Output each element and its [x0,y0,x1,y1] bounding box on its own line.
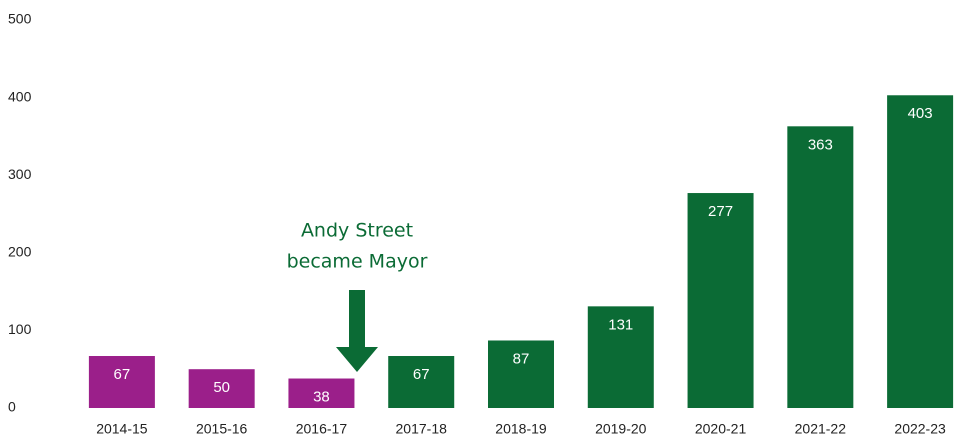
bar [687,193,754,408]
bar [787,126,854,408]
bar [488,340,554,408]
value-label: 403 [908,105,933,122]
x-tick-label: 2015-16 [196,421,248,437]
value-label: 67 [413,366,430,383]
bar [887,95,954,408]
x-tick-label: 2021-22 [795,421,847,437]
x-tick-label: 2022-23 [894,421,946,437]
annotation-arrow [336,290,378,372]
y-tick-label: 300 [8,166,32,182]
bar [388,356,455,408]
y-tick-label: 500 [8,11,32,27]
x-tick-label: 2020-21 [695,421,747,437]
y-tick-label: 0 [8,399,16,415]
x-tick-label: 2019-20 [595,421,647,437]
y-tick-label: 100 [8,321,32,337]
value-label: 87 [513,350,530,367]
value-label: 277 [708,203,733,220]
bar [288,378,355,408]
x-tick-label: 2016-17 [296,421,348,437]
x-tick-label: 2018-19 [495,421,547,437]
x-tick-label: 2017-18 [396,421,448,437]
annotation: Andy Street [301,220,413,242]
y-tick-label: 400 [8,88,32,104]
y-tick-label: 200 [8,244,32,260]
value-label: 50 [213,379,230,396]
x-tick-label: 2014-15 [96,421,148,437]
bar [587,306,654,408]
value-label: 131 [608,316,633,333]
bar [88,356,155,408]
annotation: became Mayor [287,251,428,273]
value-label: 67 [114,366,131,383]
value-label: 363 [808,136,833,153]
value-label: 38 [313,388,330,405]
bar [188,369,255,408]
